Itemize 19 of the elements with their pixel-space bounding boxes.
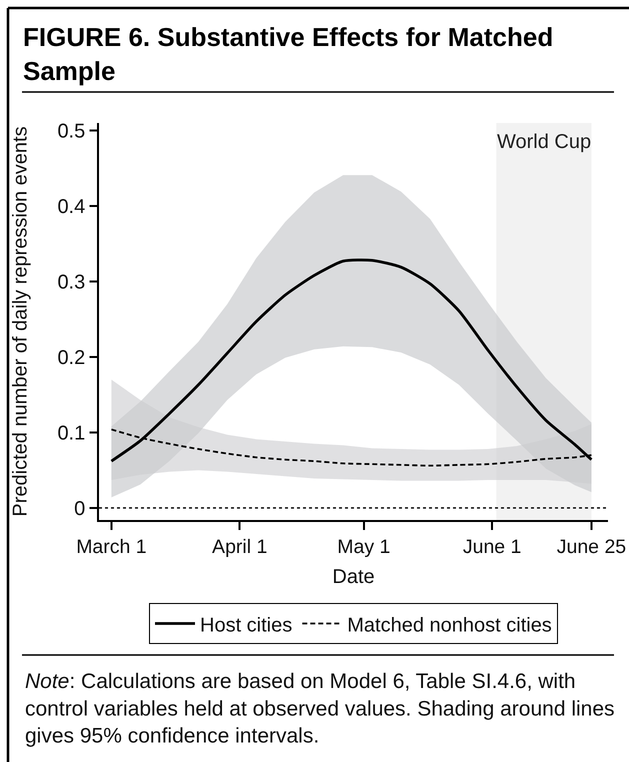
y-tick-label: 0 xyxy=(74,498,86,520)
x-tick-label: May 1 xyxy=(337,536,390,558)
band-label: World Cup xyxy=(497,131,592,153)
chart-title: FIGURE 6. Substantive Effects for Matched Sample xyxy=(23,22,554,86)
y-tick-label: 0.2 xyxy=(57,346,86,369)
x-tick-label: June 1 xyxy=(462,536,522,558)
x-tick-label: March 1 xyxy=(76,536,147,558)
y-tick-label: 0.4 xyxy=(57,196,86,218)
y-tick-label: 0.1 xyxy=(57,422,86,444)
y-tick-label: 0.3 xyxy=(57,272,86,294)
x-tick-label: April 1 xyxy=(212,536,268,558)
text: Note: Calculations are based on Model 6, Table SI.4.6, with control variables held at observed values. Shading around lines gives 95% confidence intervals. xyxy=(25,670,615,748)
x-tick-label: June 25 xyxy=(556,536,626,558)
line-series xyxy=(110,258,593,463)
y-axis-title: Predicted number of daily repression events xyxy=(9,126,32,517)
y-tick-label: 0.5 xyxy=(57,120,86,143)
x-axis-title: Date xyxy=(332,566,375,588)
legend-label: Matched nonhost cities xyxy=(347,614,552,636)
legend-label: Host cities xyxy=(200,614,292,636)
